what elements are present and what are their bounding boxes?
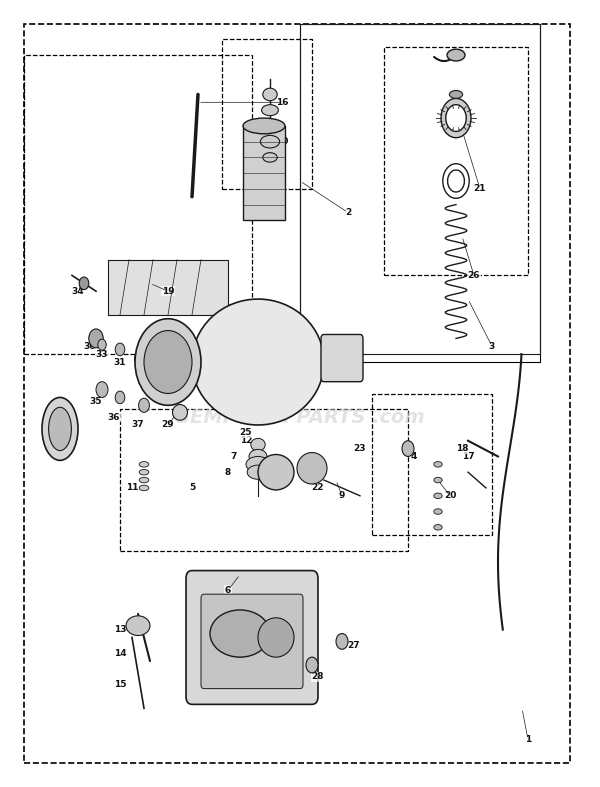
Text: 13: 13 [114, 625, 126, 634]
Text: SEMMOUR PARTS .com: SEMMOUR PARTS .com [176, 408, 424, 427]
Bar [384, 47, 528, 275]
Circle shape [115, 391, 125, 404]
Text: 25: 25 [240, 428, 252, 438]
Text: 35: 35 [90, 397, 102, 406]
Circle shape [79, 277, 89, 290]
Text: 6: 6 [225, 586, 231, 595]
Bar [243, 126, 285, 220]
Text: 38: 38 [54, 444, 66, 453]
FancyBboxPatch shape [201, 594, 303, 689]
Ellipse shape [263, 88, 277, 101]
Text: 23: 23 [354, 444, 366, 453]
Text: 17: 17 [461, 452, 475, 461]
Text: 19: 19 [161, 286, 175, 296]
FancyBboxPatch shape [186, 571, 318, 704]
Circle shape [134, 354, 142, 364]
Text: 29: 29 [161, 420, 175, 430]
Ellipse shape [449, 91, 463, 98]
Text: 18: 18 [456, 444, 468, 453]
Ellipse shape [246, 456, 270, 472]
Bar [120, 409, 408, 551]
Text: 8: 8 [225, 467, 231, 477]
Circle shape [336, 634, 348, 649]
Text: 4: 4 [411, 452, 417, 461]
Text: 24: 24 [305, 467, 319, 477]
Ellipse shape [243, 118, 285, 134]
Ellipse shape [434, 477, 442, 483]
FancyBboxPatch shape [321, 334, 363, 382]
Text: 2: 2 [345, 208, 351, 217]
Ellipse shape [297, 453, 327, 484]
Text: 30: 30 [84, 342, 96, 351]
Text: 37: 37 [131, 420, 145, 430]
Text: 33: 33 [96, 349, 108, 359]
Bar [300, 24, 540, 362]
Text: 9: 9 [339, 491, 345, 501]
Ellipse shape [173, 405, 187, 420]
Circle shape [135, 319, 201, 405]
Text: 3: 3 [489, 342, 495, 351]
Ellipse shape [49, 408, 71, 450]
Ellipse shape [434, 509, 442, 515]
Text: 22: 22 [312, 483, 324, 493]
Ellipse shape [192, 299, 324, 425]
Ellipse shape [139, 485, 149, 491]
Text: 27: 27 [347, 641, 361, 650]
Ellipse shape [251, 438, 265, 451]
Ellipse shape [447, 49, 465, 61]
Circle shape [89, 329, 103, 348]
Ellipse shape [42, 397, 78, 460]
Bar [222, 39, 312, 189]
Ellipse shape [126, 615, 150, 636]
Text: 34: 34 [71, 286, 85, 296]
Circle shape [144, 331, 192, 394]
Ellipse shape [263, 121, 277, 131]
Ellipse shape [139, 469, 149, 475]
Text: 5: 5 [189, 483, 195, 493]
Text: 10: 10 [276, 137, 288, 146]
Text: 15: 15 [114, 680, 126, 689]
Text: 28: 28 [312, 672, 324, 682]
Text: 14: 14 [113, 648, 127, 658]
Text: 20: 20 [444, 491, 456, 501]
Text: 11: 11 [126, 483, 138, 493]
Text: 7: 7 [231, 452, 237, 461]
Text: 32: 32 [138, 365, 150, 375]
Text: 21: 21 [474, 184, 486, 194]
Ellipse shape [263, 153, 277, 162]
Text: 31: 31 [114, 357, 126, 367]
Ellipse shape [249, 449, 267, 464]
Text: 1: 1 [525, 735, 531, 745]
Text: 16: 16 [276, 98, 288, 107]
Bar [24, 55, 252, 354]
Text: 12: 12 [240, 436, 252, 445]
Ellipse shape [258, 455, 294, 490]
Ellipse shape [210, 610, 270, 657]
Ellipse shape [434, 493, 442, 499]
Ellipse shape [247, 465, 269, 479]
Ellipse shape [262, 105, 278, 116]
Text: 26: 26 [468, 271, 480, 280]
Ellipse shape [434, 524, 442, 530]
Text: 36: 36 [108, 412, 120, 422]
Circle shape [96, 382, 108, 397]
Bar [108, 260, 228, 315]
Circle shape [402, 441, 414, 456]
Ellipse shape [139, 477, 149, 483]
Bar [372, 394, 492, 535]
Ellipse shape [139, 461, 149, 467]
Ellipse shape [258, 618, 294, 657]
Circle shape [139, 398, 149, 412]
Circle shape [98, 339, 106, 350]
Ellipse shape [434, 461, 442, 467]
Circle shape [115, 343, 125, 356]
Circle shape [306, 657, 318, 673]
Ellipse shape [260, 135, 280, 148]
